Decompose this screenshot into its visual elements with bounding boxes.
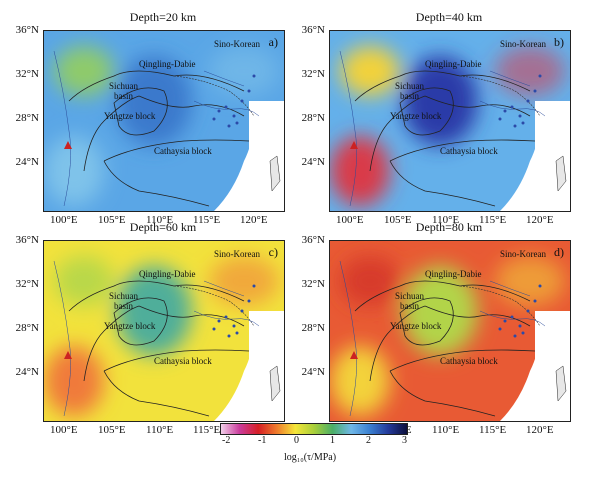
y-tick-label: 28°N: [15, 322, 39, 334]
y-tick-label: 28°N: [15, 112, 39, 124]
x-tick-label: 110°E: [146, 424, 174, 436]
y-tick-label: 36°N: [15, 24, 39, 36]
region-label-yangtze: Yangtze block: [104, 111, 156, 121]
region-label-sino: Sino-Korean: [500, 249, 546, 259]
region-label-qinling: Qingling-Dabie: [139, 269, 196, 279]
panel-title: Depth=60 km: [129, 220, 197, 234]
region-label-sichuan: Sichuan basin: [395, 291, 424, 311]
region-label-yangtze: Yangtze block: [390, 111, 442, 121]
y-tick-label: 32°N: [15, 68, 39, 80]
region-label-qinling: Qingling-Dabie: [139, 59, 196, 69]
region-label-sino: Sino-Korean: [500, 39, 546, 49]
map-panel: Sino-Korean Qingling-Dabie Sichuan basin Ya…: [43, 240, 285, 422]
panel-letter: b): [554, 35, 564, 49]
map-field: [44, 241, 284, 421]
colorbar-tick-label: -1: [258, 435, 267, 446]
x-tick-label: 120°E: [240, 214, 268, 226]
y-tick-label: 32°N: [15, 278, 39, 290]
colorbar: [220, 423, 408, 435]
region-label-sino: Sino-Korean: [214, 39, 260, 49]
x-tick-label: 100°E: [50, 424, 78, 436]
panel-letter: a): [268, 35, 278, 49]
y-tick-label: 32°N: [301, 68, 325, 80]
y-tick-label: 36°N: [15, 234, 39, 246]
colorbar-tick-label: 2: [366, 435, 371, 446]
region-label-sichuan: Sichuan basin: [109, 81, 138, 101]
map-field: [330, 241, 570, 421]
x-tick-label: 100°E: [50, 214, 78, 226]
colorbar-tick-label: 0: [294, 435, 299, 446]
region-label-qinling: Qingling-Dabie: [425, 269, 482, 279]
x-tick-label: 115°E: [193, 424, 221, 436]
panel-title: Depth=20 km: [129, 10, 197, 24]
x-tick-label: 110°E: [432, 214, 460, 226]
region-label-sichuan: Sichuan basin: [109, 291, 138, 311]
y-tick-label: 24°N: [301, 156, 325, 168]
colorbar-tick-label: 1: [330, 435, 335, 446]
colorbar-tick-label: 3: [402, 435, 407, 446]
region-label-yangtze: Yangtze block: [104, 321, 156, 331]
region-label-cathaysia: Cathaysia block: [440, 146, 498, 156]
map-panel: Sino-Korean Qingling-Dabie Sichuan basin Ya…: [329, 240, 571, 422]
panel-title: Depth=40 km: [415, 10, 483, 24]
region-label-sino: Sino-Korean: [214, 249, 260, 259]
map-field: [330, 31, 570, 211]
region-label-cathaysia: Cathaysia block: [154, 356, 212, 366]
panel-letter: d): [554, 245, 564, 259]
x-tick-label: 120°E: [526, 214, 554, 226]
region-label-yangtze: Yangtze block: [390, 321, 442, 331]
y-tick-label: 24°N: [301, 366, 325, 378]
y-tick-label: 28°N: [301, 322, 325, 334]
x-tick-label: 105°E: [98, 214, 126, 226]
x-tick-label: 115°E: [479, 424, 507, 436]
region-label-qinling: Qingling-Dabie: [425, 59, 482, 69]
y-tick-label: 36°N: [301, 24, 325, 36]
colorbar-title: log₁₀(τ/MPa): [283, 452, 337, 463]
region-label-cathaysia: Cathaysia block: [154, 146, 212, 156]
y-tick-label: 32°N: [301, 278, 325, 290]
map-field: [44, 31, 284, 211]
colorbar-tick-label: -2: [222, 435, 231, 446]
region-label-cathaysia: Cathaysia block: [440, 356, 498, 366]
panel-letter: c): [268, 245, 278, 259]
y-tick-label: 36°N: [301, 234, 325, 246]
x-tick-label: 110°E: [146, 214, 174, 226]
y-tick-label: 28°N: [301, 112, 325, 124]
x-tick-label: 120°E: [526, 424, 554, 436]
x-tick-label: 100°E: [336, 214, 364, 226]
x-tick-label: 115°E: [193, 214, 221, 226]
x-tick-label: 110°E: [432, 424, 460, 436]
x-tick-label: 105°E: [384, 214, 412, 226]
x-tick-label: 105°E: [98, 424, 126, 436]
y-tick-label: 24°N: [15, 156, 39, 168]
map-panel: Sino-Korean Qingling-Dabie Sichuan basin Ya…: [329, 30, 571, 212]
region-label-sichuan: Sichuan basin: [395, 81, 424, 101]
map-panel: Sino-Korean Qingling-Dabie Sichuan basin Ya…: [43, 30, 285, 212]
panel-title: Depth=80 km: [415, 220, 483, 234]
y-tick-label: 24°N: [15, 366, 39, 378]
x-tick-label: 115°E: [479, 214, 507, 226]
